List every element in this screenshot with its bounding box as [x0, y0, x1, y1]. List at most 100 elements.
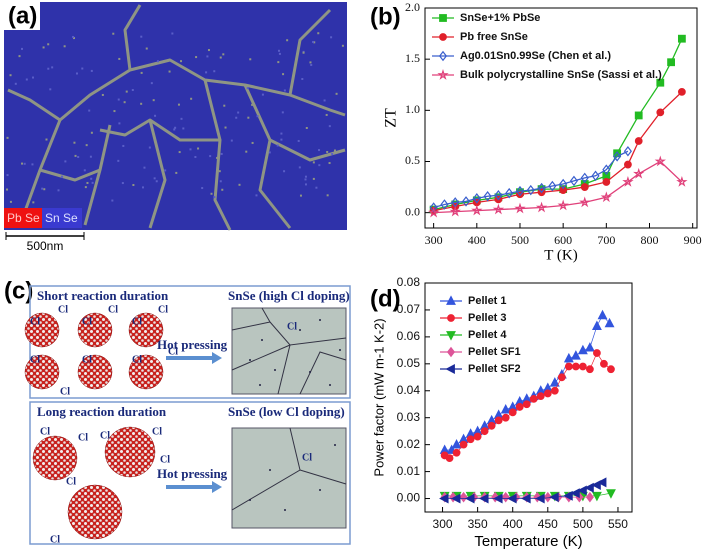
dopant-dot	[319, 319, 321, 321]
speckle	[73, 37, 76, 40]
y-tick-label: 0.03	[397, 410, 421, 424]
nanoparticle	[24, 312, 60, 348]
marker	[656, 108, 665, 117]
marker	[471, 204, 483, 216]
y-tick-label: 0.06	[397, 329, 421, 343]
speckle	[238, 183, 241, 186]
marker	[677, 34, 686, 43]
marker	[623, 145, 632, 157]
marker	[557, 373, 566, 382]
marker	[580, 172, 589, 184]
nanoparticle	[24, 354, 60, 390]
speckle	[237, 111, 240, 114]
panel-label: (d)	[370, 285, 401, 312]
speckle	[299, 194, 302, 197]
speckle	[312, 161, 315, 164]
marker	[667, 58, 675, 67]
marker	[577, 485, 587, 496]
speckle	[205, 71, 208, 74]
x-tick-label: 500	[511, 233, 529, 247]
marker	[584, 482, 594, 493]
series-line	[433, 91, 683, 212]
speckle	[220, 152, 223, 155]
speckle	[282, 73, 285, 76]
speckle	[180, 60, 183, 63]
x-axis-title: T (K)	[544, 247, 577, 263]
dopant-dot	[329, 384, 331, 386]
marker	[459, 440, 468, 449]
speckle	[153, 177, 156, 180]
speckle	[325, 113, 328, 116]
marker	[473, 432, 482, 441]
speckle	[140, 102, 143, 105]
speckle	[213, 196, 216, 199]
speckle	[101, 93, 104, 96]
grain-lines	[231, 427, 347, 511]
speckle	[32, 101, 35, 104]
speckle	[207, 49, 210, 52]
plot-frame	[424, 7, 698, 229]
x-tick-label: 800	[641, 233, 659, 247]
cl-label: Cl	[82, 354, 92, 365]
marker	[602, 178, 611, 186]
speckle	[150, 82, 153, 85]
nanoparticle	[77, 354, 113, 390]
marker	[585, 365, 594, 374]
y-tick-label: 0.00	[397, 491, 421, 505]
speckle	[152, 99, 155, 102]
marker	[634, 111, 643, 120]
legend-label: Pb Se	[7, 211, 40, 225]
speckle	[121, 182, 124, 185]
speckle	[302, 51, 305, 54]
speckle	[328, 125, 331, 128]
marker	[570, 350, 581, 360]
dopant-dot	[261, 339, 263, 341]
speckle	[118, 57, 121, 60]
speckle	[61, 175, 64, 178]
marker	[593, 349, 601, 357]
speckle	[222, 53, 225, 56]
cl-label: Cl	[168, 346, 178, 357]
marker	[624, 160, 632, 169]
speckle	[123, 101, 126, 104]
cl-label: Cl	[100, 430, 110, 441]
cl-label: Cl	[50, 534, 60, 545]
speckle	[45, 138, 48, 141]
marker	[493, 493, 503, 504]
speckle	[117, 98, 120, 101]
speckle	[141, 186, 144, 189]
cl-label: Cl	[152, 426, 162, 437]
speckle	[84, 186, 87, 189]
cl-label: Cl	[160, 454, 170, 465]
speckle	[32, 76, 35, 79]
speckle	[256, 115, 259, 118]
marker	[465, 493, 475, 504]
speckle	[85, 144, 88, 147]
cl-label: Cl	[302, 452, 312, 463]
dopant-dot	[274, 369, 276, 371]
speckle	[154, 114, 157, 117]
speckle	[51, 66, 54, 69]
speckle	[47, 43, 50, 46]
speckle	[182, 127, 185, 130]
grain-boundaries	[7, 4, 346, 231]
marker	[427, 206, 440, 218]
speckle	[148, 146, 151, 149]
speckle	[283, 170, 286, 173]
speckle	[6, 174, 9, 177]
speckle	[216, 156, 219, 159]
speckle	[223, 104, 226, 107]
dopant-dot	[249, 359, 251, 361]
speckle	[77, 155, 80, 158]
marker	[466, 435, 475, 444]
panel-c: (c) Short reaction duration SnSe (high C…	[4, 277, 351, 545]
speckle	[304, 178, 307, 181]
speckle	[177, 103, 180, 106]
legend-marker	[445, 364, 455, 374]
marker	[449, 491, 458, 503]
cl-label: Cl	[78, 432, 88, 443]
marker	[677, 88, 686, 96]
speckle	[195, 56, 198, 59]
marker	[480, 427, 489, 436]
speckle	[81, 67, 84, 70]
